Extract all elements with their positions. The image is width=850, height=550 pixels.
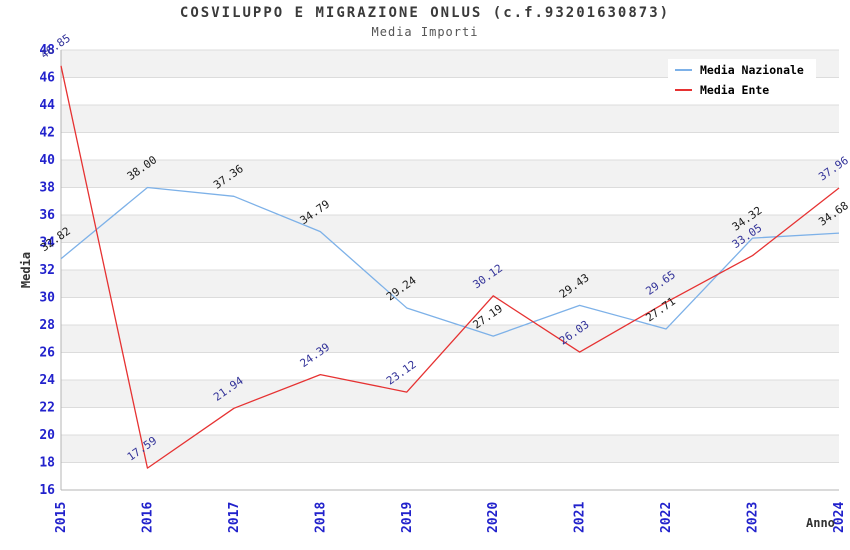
y-tick-label: 34: [39, 236, 55, 251]
y-tick-label: 26: [39, 346, 55, 361]
legend-swatch-media-nazionale-icon: [675, 69, 692, 71]
x-tick-label: 2023: [746, 502, 761, 533]
x-tick-label: 2020: [486, 502, 501, 533]
plot-bands: [61, 50, 839, 463]
x-tick-label: 2024: [832, 502, 847, 533]
y-tick-label: 44: [39, 98, 55, 113]
y-tick-label: 22: [39, 401, 55, 416]
y-axis-title: Media: [19, 252, 33, 288]
y-tick-label: 30: [39, 291, 55, 306]
y-tick-label: 42: [39, 126, 55, 141]
y-tick-label: 36: [39, 208, 55, 223]
y-tick-label: 38: [39, 181, 55, 196]
y-tick-label: 16: [39, 483, 55, 498]
gridlines: [61, 49, 839, 491]
plot-band: [61, 160, 839, 188]
y-tick-label: 46: [39, 71, 55, 86]
y-tick-label: 24: [39, 373, 55, 388]
plot-band: [61, 270, 839, 298]
x-tick-label: 2015: [54, 502, 69, 533]
y-tick-label: 40: [39, 153, 55, 168]
x-tick-label: 2018: [313, 502, 328, 533]
y-tick-label: 48: [39, 43, 55, 58]
plot-band: [61, 325, 839, 353]
legend-item-media-nazionale: Media Nazionale: [668, 63, 816, 77]
x-tick-label: 2022: [659, 502, 674, 533]
plot-band: [61, 435, 839, 463]
y-tick-label: 20: [39, 428, 55, 443]
series-line-media-nazionale: [60, 186, 840, 337]
plot-band: [61, 380, 839, 408]
chart-title: COSVILUPPO E MIGRAZIONE ONLUS (c.f.93201…: [179, 5, 671, 21]
x-tick-label: 2016: [140, 502, 155, 533]
plot-band: [61, 215, 839, 243]
x-axis-title: Anno: [806, 516, 835, 530]
y-tick-label: 18: [39, 456, 55, 471]
x-tick-label: 2017: [227, 502, 242, 533]
legend: Media Nazionale Media Ente: [668, 59, 816, 101]
point-label-media-nazionale: 27.71: [643, 295, 678, 325]
legend-item-media-ente: Media Ente: [668, 83, 816, 97]
y-tick-label: 32: [39, 263, 55, 278]
legend-label-media-nazionale: Media Nazionale: [700, 63, 804, 77]
x-tick-label: 2019: [400, 502, 415, 533]
series-lines: [60, 65, 840, 469]
legend-label-media-ente: Media Ente: [700, 83, 770, 97]
x-tick-label: 2021: [573, 502, 588, 533]
chart-subtitle: Media Importi: [371, 25, 479, 39]
plot-band: [61, 105, 839, 133]
axes: [60, 50, 839, 491]
y-tick-label: 28: [39, 318, 55, 333]
legend-swatch-media-ente-icon: [675, 89, 692, 91]
series-line-media-ente: [60, 65, 840, 469]
